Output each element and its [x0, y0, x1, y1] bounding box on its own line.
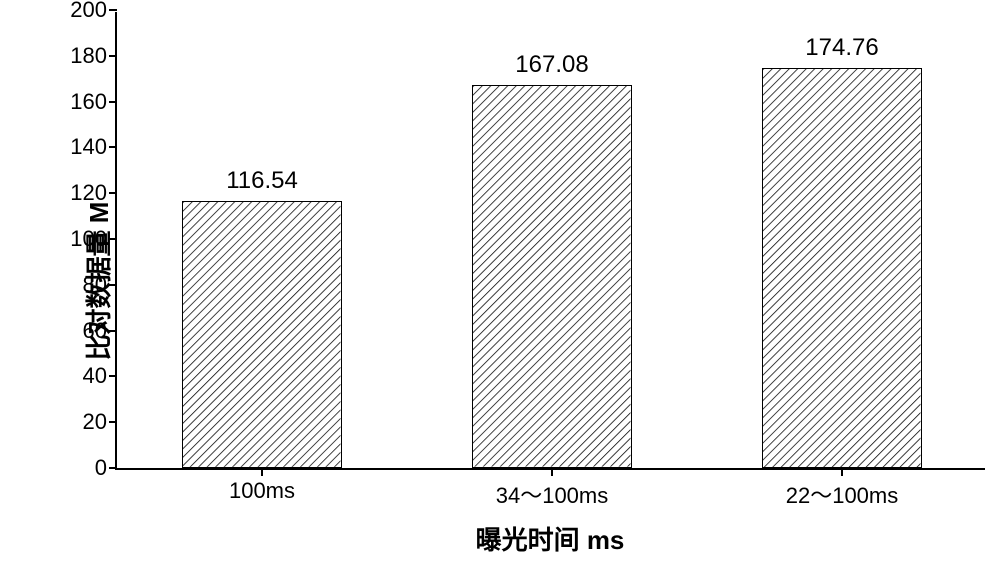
bar-value-label: 167.08: [515, 51, 588, 79]
x-tick-mark: [551, 468, 553, 476]
y-tick-label: 20: [83, 409, 117, 435]
y-tick-label: 60: [83, 318, 117, 344]
y-tick-label: 40: [83, 363, 117, 389]
bar: [762, 68, 922, 468]
bar-value-label: 174.76: [805, 34, 878, 62]
x-tick-mark: [261, 468, 263, 476]
y-tick-label: 180: [70, 43, 117, 69]
y-tick-label: 140: [70, 134, 117, 160]
bar: [472, 85, 632, 468]
x-tick-label: 100ms: [229, 478, 295, 504]
x-tick-mark: [841, 468, 843, 476]
y-tick-label: 200: [70, 0, 117, 23]
y-tick-label: 120: [70, 180, 117, 206]
x-axis-label: 曝光时间 ms: [476, 520, 625, 557]
plot-area: 020406080100120140160180200100ms116.5434…: [115, 12, 985, 470]
y-tick-label: 100: [70, 226, 117, 252]
bar-chart: 比对数据量 M 020406080100120140160180200100ms…: [0, 0, 1000, 562]
x-tick-label: 34～100ms: [496, 478, 609, 510]
y-tick-label: 160: [70, 89, 117, 115]
bar: [182, 201, 342, 468]
y-tick-label: 80: [83, 272, 117, 298]
y-tick-label: 0: [95, 455, 117, 481]
x-tick-label: 22～100ms: [786, 478, 899, 510]
bar-value-label: 116.54: [226, 167, 298, 195]
